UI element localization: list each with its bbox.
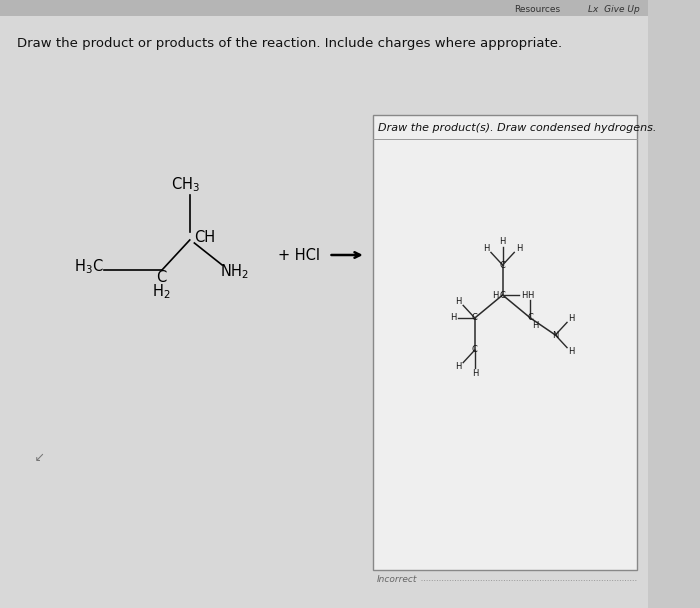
- Bar: [373, 115, 637, 570]
- Text: H: H: [456, 362, 462, 371]
- Text: H$_3$C: H$_3$C: [74, 258, 104, 277]
- Text: H$_2$: H$_2$: [152, 283, 170, 302]
- Text: CH$_3$: CH$_3$: [171, 176, 199, 195]
- Text: ↗: ↗: [32, 449, 42, 461]
- Text: C: C: [472, 345, 478, 354]
- Text: H: H: [568, 314, 575, 323]
- Text: C: C: [156, 271, 166, 286]
- Text: Draw the product(s). Draw condensed hydrogens.: Draw the product(s). Draw condensed hydr…: [377, 123, 656, 133]
- Text: H: H: [532, 320, 538, 330]
- Text: H: H: [527, 291, 533, 300]
- Text: H: H: [450, 314, 456, 322]
- Text: N: N: [552, 331, 559, 339]
- Text: C: C: [500, 291, 505, 300]
- Text: C: C: [500, 260, 505, 269]
- Text: Incorrect: Incorrect: [377, 576, 417, 584]
- Text: + HCl: + HCl: [278, 247, 320, 263]
- Text: C: C: [472, 314, 478, 322]
- Text: CH: CH: [195, 230, 216, 246]
- Text: NH$_2$: NH$_2$: [220, 263, 249, 282]
- Bar: [0, 0, 648, 16]
- Text: C: C: [527, 314, 533, 322]
- Text: H: H: [456, 297, 462, 306]
- Text: H: H: [499, 237, 506, 246]
- Text: Resources: Resources: [514, 4, 560, 13]
- Text: H: H: [483, 244, 489, 253]
- Text: H: H: [472, 368, 478, 378]
- Text: H: H: [516, 244, 522, 253]
- Text: H: H: [568, 347, 575, 356]
- Text: Lx  Give Up: Lx Give Up: [588, 4, 640, 13]
- Text: Draw the product or products of the reaction. Include charges where appropriate.: Draw the product or products of the reac…: [17, 38, 562, 50]
- Text: H: H: [493, 291, 499, 300]
- Text: H: H: [521, 291, 527, 300]
